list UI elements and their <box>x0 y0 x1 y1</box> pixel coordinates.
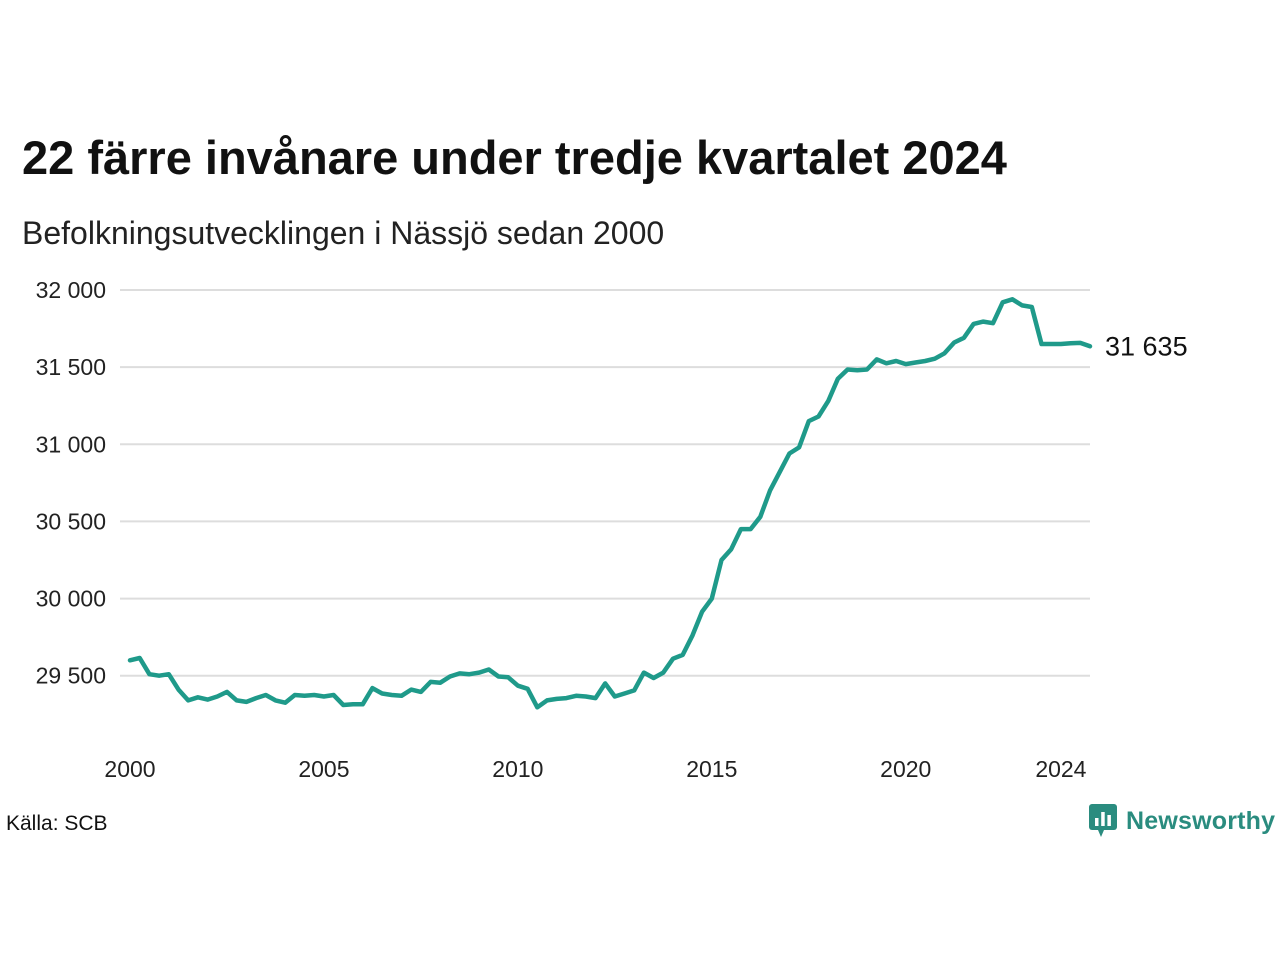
gridlines <box>120 289 1090 677</box>
y-tick-label: 30 000 <box>36 586 106 612</box>
chart-title: 22 färre invånare under tredje kvartalet… <box>22 131 1007 184</box>
x-tick-label: 2000 <box>104 756 155 782</box>
population-series-line <box>127 297 1093 710</box>
y-axis-ticks: 29 500 30 000 30 500 31 000 31 500 32 000 <box>36 277 106 689</box>
source-note: Källa: SCB <box>6 812 108 835</box>
y-tick-label: 30 500 <box>36 508 106 534</box>
brand-name: Newsworthy <box>1126 806 1276 835</box>
y-tick-label: 29 500 <box>36 663 106 689</box>
end-value-label: 31 635 <box>1105 331 1188 361</box>
bar-chart-speech-bubble-icon <box>1089 804 1117 837</box>
x-tick-label: 2010 <box>492 756 543 782</box>
x-tick-label: 2020 <box>880 756 931 782</box>
x-tick-label: 2015 <box>686 756 737 782</box>
brand-logo: Newsworthy <box>1088 803 1275 839</box>
x-tick-label: 2005 <box>298 756 349 782</box>
x-axis-ticks: 2000 2005 2010 2015 2020 2024 <box>104 756 1086 782</box>
y-tick-label: 31 000 <box>36 431 106 457</box>
series-group: 31 635 <box>127 297 1188 710</box>
chart-subtitle: Befolkningsutvecklingen i Nässjö sedan 2… <box>22 215 665 251</box>
y-tick-label: 31 500 <box>36 354 106 380</box>
x-tick-label: 2024 <box>1035 756 1086 782</box>
y-tick-label: 32 000 <box>36 277 106 303</box>
